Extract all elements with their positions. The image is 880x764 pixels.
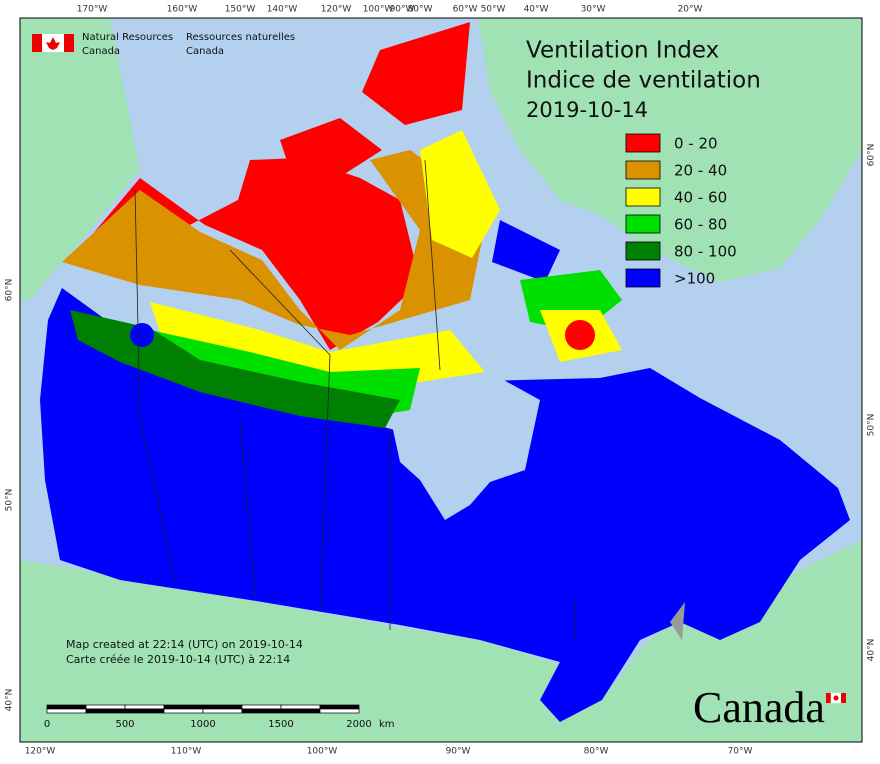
latitude-label: 50°N	[5, 489, 15, 512]
band-orange	[62, 150, 482, 350]
longitude-label: 20°W	[678, 5, 703, 15]
longitude-label: 140°W	[267, 5, 298, 15]
maine-grey	[670, 602, 685, 640]
longitude-label: 40°W	[524, 5, 549, 15]
flag-bar	[826, 693, 831, 703]
legend-swatch	[625, 133, 661, 153]
scale-segment	[241, 704, 282, 710]
latitude-label: 40°N	[867, 639, 877, 662]
agency-fr: Canada	[186, 46, 224, 57]
scale-segment	[163, 708, 204, 714]
map-title: Ventilation Index	[526, 38, 719, 64]
map-frame	[19, 17, 863, 743]
longitude-label: 100°W	[307, 747, 338, 757]
credit-line: Carte créée le 2019-10-14 (UTC) à 22:14	[66, 653, 290, 666]
scale-segment	[85, 704, 126, 710]
longitude-label: 30°W	[581, 5, 606, 15]
wordmark: Canada	[693, 683, 825, 732]
legend-label: 40 - 60	[674, 189, 727, 207]
legend-swatch	[625, 160, 661, 180]
alaska	[20, 18, 140, 300]
scale-label: 1000	[190, 719, 215, 730]
latitude-label: 50°N	[867, 414, 877, 437]
longitude-label: 120°W	[321, 5, 352, 15]
legend-label: 60 - 80	[674, 216, 727, 234]
baffin-yellow	[420, 130, 500, 258]
arctic-red	[362, 22, 470, 125]
longitude-label: 80°W	[584, 747, 609, 757]
scale-label: 2000	[346, 719, 371, 730]
wordmark-flag	[826, 692, 846, 704]
credit-line: Map created at 22:14 (UTC) on 2019-10-14	[66, 638, 303, 651]
scale-segment	[124, 704, 165, 710]
arctic-red-2	[280, 118, 382, 182]
latitude-label: 60°N	[867, 144, 877, 167]
legend-swatch	[625, 214, 661, 234]
scale-label: 1500	[268, 719, 293, 730]
legend-swatch	[625, 268, 661, 288]
longitude-label: 160°W	[167, 5, 198, 15]
yukon-blue	[130, 323, 154, 347]
scale-segment	[241, 708, 282, 714]
band-yellow	[150, 302, 485, 386]
map-body	[20, 18, 862, 742]
scale-segment	[124, 708, 165, 714]
legend-label: 20 - 40	[674, 162, 727, 180]
baffin-blue	[492, 220, 560, 282]
scale-segment	[202, 708, 243, 714]
scale-segment	[319, 704, 360, 710]
flag-bar	[841, 693, 846, 703]
scale-segment	[85, 708, 126, 714]
latitude-label: 40°N	[5, 689, 15, 712]
longitude-label: 150°W	[225, 5, 256, 15]
legend-label: 80 - 100	[674, 243, 737, 261]
longitude-label: 120°W	[25, 747, 56, 757]
usa	[20, 540, 862, 742]
labrador-red	[565, 320, 595, 350]
agency-en: Natural Resources	[82, 32, 173, 43]
scale-label: 0	[44, 719, 50, 730]
longitude-label: 110°W	[171, 747, 202, 757]
latitude-label: 60°N	[5, 279, 15, 302]
agency-en: Canada	[82, 46, 120, 57]
agency-fr: Ressources naturelles	[186, 32, 295, 43]
maple-leaf	[833, 695, 839, 701]
flag-bar	[32, 34, 42, 52]
map-title: Indice de ventilation	[526, 68, 761, 94]
legend-label: >100	[674, 270, 715, 288]
longitude-label: 90°W	[446, 747, 471, 757]
legend-label: 0 - 20	[674, 135, 718, 153]
hudson-bay	[392, 378, 540, 520]
longitude-label: 60°W	[453, 5, 478, 15]
scale-segment	[163, 704, 204, 710]
province-border	[134, 159, 576, 640]
longitude-label: 90°W	[390, 5, 415, 15]
scale-segment	[202, 704, 243, 710]
scale-unit: km	[379, 719, 395, 730]
longitude-label: 80°W	[408, 5, 433, 15]
greenland	[478, 18, 862, 282]
map-title: 2019-10-14	[526, 98, 648, 122]
longitude-label: 70°W	[728, 747, 753, 757]
scale-label: 500	[115, 719, 134, 730]
scale-segment	[319, 708, 360, 714]
scale-segment	[280, 704, 321, 710]
longitude-label: 170°W	[77, 5, 108, 15]
legend-swatch	[625, 187, 661, 207]
scale-segment	[280, 708, 321, 714]
longitude-label: 50°W	[481, 5, 506, 15]
longitude-label: 100°W	[363, 5, 394, 15]
flag-bar	[64, 34, 74, 52]
maple-leaf	[46, 37, 60, 50]
legend-swatch	[625, 241, 661, 261]
scale-segment	[46, 708, 87, 714]
scale-segment	[46, 704, 87, 710]
nrcan-flag	[32, 34, 74, 52]
